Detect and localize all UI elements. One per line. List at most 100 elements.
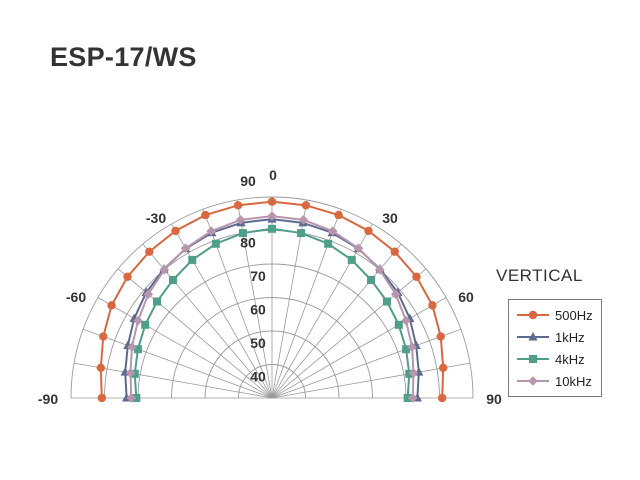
data-point — [267, 211, 277, 221]
data-point — [403, 394, 412, 402]
radial-tick-label: 40 — [250, 369, 266, 385]
data-point — [133, 345, 142, 354]
legend-marker — [528, 376, 538, 386]
data-point — [390, 289, 401, 300]
legend-label: 1kHz — [555, 329, 585, 345]
data-point — [390, 247, 399, 256]
data-point — [436, 332, 445, 341]
data-point — [201, 210, 210, 220]
data-point — [238, 229, 247, 238]
data-point — [130, 369, 139, 378]
legend-marker — [529, 355, 537, 363]
data-point — [402, 345, 411, 354]
data-point — [126, 393, 137, 403]
angle-tick-label: 60 — [458, 289, 474, 305]
angle-tick-label: 0 — [269, 167, 277, 183]
data-point — [327, 226, 338, 236]
legend-item: 4kHz — [509, 348, 601, 370]
data-point — [132, 394, 141, 402]
series-layer — [96, 197, 448, 403]
data-point — [301, 201, 311, 210]
legend-item: 500Hz — [509, 304, 601, 326]
legend-label: 4kHz — [555, 351, 585, 367]
data-point — [211, 239, 220, 248]
legend: 500Hz 1kHz 4kHz 10kHz — [508, 299, 602, 397]
grid-spoke — [271, 297, 447, 399]
data-point — [127, 342, 137, 352]
angle-tick-label: -60 — [66, 289, 86, 305]
legend-label: 500Hz — [555, 307, 593, 323]
data-point — [99, 332, 108, 341]
data-point — [439, 363, 448, 373]
data-point — [334, 210, 343, 220]
data-point — [206, 226, 217, 236]
radial-tick-label: 50 — [250, 335, 266, 351]
data-point — [367, 275, 376, 284]
legend-swatch-1khz — [517, 332, 549, 341]
data-point — [235, 215, 246, 225]
chart-subtitle: VERTICAL — [496, 266, 583, 285]
data-point — [145, 247, 154, 256]
data-point — [401, 315, 411, 326]
data-point — [133, 315, 143, 326]
radial-tick-label: 80 — [240, 235, 256, 251]
legend-marker — [528, 310, 538, 320]
data-point — [437, 393, 447, 403]
data-point — [408, 368, 419, 378]
grid-spoke — [97, 297, 273, 399]
data-point — [297, 229, 306, 238]
data-point — [141, 320, 150, 329]
data-point — [298, 215, 309, 225]
angle-tick-label: 90 — [486, 391, 502, 407]
data-point — [347, 255, 356, 264]
grid-spoke — [271, 328, 462, 399]
grid-spoke — [271, 362, 471, 399]
grid-spoke — [171, 223, 273, 399]
data-point — [97, 393, 107, 403]
data-point — [382, 297, 391, 306]
data-point — [353, 243, 364, 254]
data-point — [428, 301, 437, 310]
series-500hz — [96, 197, 448, 403]
data-point — [324, 239, 333, 248]
legend-item: 10kHz — [509, 370, 601, 392]
grid-spoke — [117, 268, 273, 399]
data-point — [394, 320, 403, 329]
data-point — [171, 226, 180, 236]
legend-label: 10kHz — [555, 373, 592, 389]
legend-item: 1kHz — [509, 326, 601, 348]
tick-labels: 0 -30 30 -60 60 -90 90 40 50 60 70 80 90 — [38, 167, 502, 407]
data-point — [412, 272, 421, 281]
legend-swatch-10khz — [517, 376, 549, 386]
data-point — [153, 297, 162, 306]
data-point — [268, 224, 276, 233]
data-point — [168, 275, 177, 284]
grid-spoke — [82, 328, 273, 399]
legend-marker — [528, 332, 538, 341]
legend-swatch-4khz — [517, 355, 549, 363]
data-point — [374, 264, 385, 275]
data-point — [96, 363, 105, 373]
data-point — [125, 368, 136, 378]
series-10khz — [125, 211, 419, 403]
angle-tick-label: -90 — [38, 391, 58, 407]
data-point — [123, 272, 132, 281]
data-point — [267, 197, 277, 206]
legend-swatch-500hz — [517, 310, 549, 320]
angle-tick-label: -30 — [146, 210, 166, 226]
angle-tick-label: 30 — [382, 210, 398, 226]
data-point — [107, 301, 116, 310]
radial-tick-label: 90 — [240, 173, 256, 189]
data-point — [159, 264, 170, 275]
data-point — [233, 201, 243, 210]
data-point — [143, 289, 154, 300]
grid-spoke — [73, 362, 273, 399]
chart-title: ESP-17/WS — [50, 42, 197, 72]
radial-tick-label: 60 — [250, 302, 266, 318]
data-point — [405, 369, 414, 378]
grid-spoke — [271, 268, 427, 399]
data-point — [407, 393, 418, 403]
data-point — [407, 342, 417, 352]
data-point — [180, 243, 191, 254]
